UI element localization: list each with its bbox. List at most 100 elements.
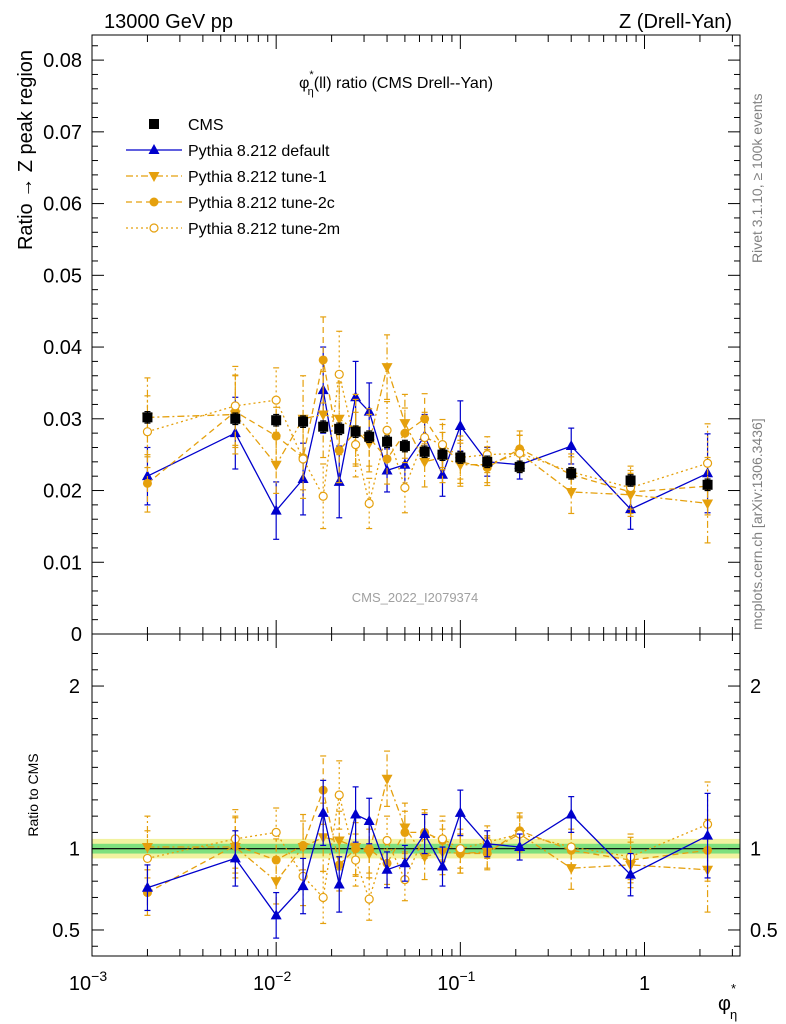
ratio-y-axis-label: Ratio to CMS xyxy=(25,753,41,836)
ratio-pythia-default-point xyxy=(141,881,153,892)
x-tick-label-base: 10 xyxy=(253,973,275,995)
energy-label: 13000 GeV pp xyxy=(104,11,233,33)
cms-point xyxy=(230,413,241,424)
main-panel: 0 0.01 0.02 0.03 0.04 0.05 0.06 0.07 0.08 CMS_20… xyxy=(15,34,741,646)
legend-marker-pythia-tune-2m xyxy=(149,223,159,233)
pythia-tune-2m-point xyxy=(230,401,240,411)
y-tick-label: 0 xyxy=(71,624,82,646)
pythia-tune-2m-point xyxy=(318,491,328,501)
legend-marker-cms xyxy=(149,119,159,129)
pythia-tune-2m-point xyxy=(515,448,525,458)
pythia-default-point xyxy=(399,458,411,469)
process-label: Z (Drell-Yan) xyxy=(619,11,732,33)
pythia-default-point xyxy=(436,468,448,479)
pythia-tune-2c-point xyxy=(142,478,152,488)
y-tick-label: 0.02 xyxy=(43,481,82,503)
cms-point xyxy=(566,468,577,479)
pythia-tune-2m-point xyxy=(400,483,410,493)
legend-entry-pythia-tune-2m: Pythia 8.212 tune-2m xyxy=(126,221,340,238)
pythia-tune-1-point xyxy=(381,363,393,374)
ratio-y-tick-label-left: 0.5 xyxy=(52,920,80,942)
x-tick-label-exponent: −2 xyxy=(275,968,291,984)
cms-point xyxy=(399,441,410,452)
cms-point xyxy=(437,449,448,460)
ratio-pythia-default-point xyxy=(381,863,393,874)
cms-point xyxy=(350,426,361,437)
pythia-tune-1-point xyxy=(317,410,329,421)
pythia-default-point xyxy=(565,440,577,451)
ratio-y-tick-label-right: 0.5 xyxy=(750,920,778,942)
y-tick-label: 0.03 xyxy=(43,409,82,431)
x-tick-label: 1 xyxy=(639,973,650,995)
y-tick-label: 0.08 xyxy=(43,50,82,72)
legend-entry-pythia-tune-1: Pythia 8.212 tune-1 xyxy=(126,169,327,186)
cms-point xyxy=(334,423,345,434)
legend-entry-pythia-tune-2c: Pythia 8.212 tune-2c xyxy=(126,195,335,212)
ratio-pythia-default-point xyxy=(702,829,714,840)
ratio-pythia-tune-1-point xyxy=(381,774,393,785)
legend-label-cms: CMS xyxy=(188,117,224,134)
pythia-tune-2m-point xyxy=(420,432,430,443)
ratio-pythia-default-point xyxy=(454,806,466,817)
y-tick-label: 0.07 xyxy=(43,122,82,144)
x-tick-label-exponent: −1 xyxy=(459,968,475,984)
x-axis-symbol: φ xyxy=(718,993,731,1015)
x-axis-label: φ* η xyxy=(718,981,737,1022)
plot-title-symbol: φ xyxy=(299,75,309,92)
ratio-pythia-default-point xyxy=(317,806,329,817)
pythia-tune-2c-point xyxy=(420,414,430,424)
legend: CMS Pythia 8.212 default Pythia 8.212 tune… xyxy=(126,117,340,238)
ratio-pythia-tune-2m-point xyxy=(351,855,361,865)
rivet-version-label: Rivet 3.1.10, ≥ 100k events xyxy=(749,93,765,263)
pythia-tune-2c-point xyxy=(271,431,281,441)
pythia-tune-2c-point xyxy=(318,355,328,365)
cms-point xyxy=(482,456,493,467)
pythia-tune-2m-point xyxy=(271,395,281,405)
ratio-pythia-default-series xyxy=(141,779,714,939)
pythia-tune-2m-point xyxy=(351,440,361,450)
pythia-default-point xyxy=(141,470,153,481)
ratio-pythia-default-point xyxy=(270,909,282,920)
pythia-default-point xyxy=(350,391,362,402)
cms-point xyxy=(702,479,713,490)
cms-point xyxy=(142,412,153,423)
ratio-pythia-default-point xyxy=(399,857,411,868)
ratio-pythia-default-line xyxy=(147,811,708,917)
pythia-default-point xyxy=(454,419,466,430)
pythia-tune-2m-point xyxy=(298,454,308,464)
plot-title: φ* η(ll) ratio (CMS Drell--Yan) xyxy=(299,69,493,98)
ratio-pythia-tune-1-point xyxy=(565,864,577,875)
cms-point xyxy=(455,452,466,463)
ratio-pythia-tune-1-point xyxy=(141,843,153,854)
legend-marker-pythia-tune-2c xyxy=(149,197,159,207)
pythia-default-line xyxy=(147,389,708,512)
ratio-pythia-default-point xyxy=(333,878,345,889)
legend-marker-pythia-default xyxy=(148,144,160,154)
ratio-pythia-tune-2c-point xyxy=(271,855,281,865)
cms-series xyxy=(142,411,713,492)
ratio-pythia-tune-2c-point xyxy=(351,844,361,854)
pythia-tune-2m-line xyxy=(147,374,708,504)
ratio-pythia-tune-2m-point xyxy=(566,842,576,852)
pythia-default-point xyxy=(270,504,282,515)
legend-label-pythia-tune-2m: Pythia 8.212 tune-2m xyxy=(188,221,340,238)
cms-point xyxy=(419,446,430,457)
ratio-pythia-tune-2m-point xyxy=(318,892,328,903)
pythia-tune-1-point xyxy=(270,460,282,471)
ratio-panel: 0.5 0.51 12 2 10−3 10−2 10−1 1 Ratio to CMS xyxy=(25,633,778,995)
ratio-pythia-default-point xyxy=(436,860,448,871)
x-tick-label: 10−1 xyxy=(437,968,475,995)
ratio-pythia-tune-2m-point xyxy=(334,790,344,800)
cms-point xyxy=(382,436,393,447)
ratio-pythia-default-point xyxy=(363,815,375,826)
ratio-pythia-default-point xyxy=(419,828,431,839)
legend-label-pythia-default: Pythia 8.212 default xyxy=(188,143,330,160)
x-axis-eta: η xyxy=(730,1007,737,1022)
ratio-pythia-tune-2c-line xyxy=(147,787,708,894)
plot-title-rest: (ll) ratio (CMS Drell--Yan) xyxy=(314,75,493,92)
cms-point xyxy=(364,431,375,442)
ratio-y-tick-label-left: 2 xyxy=(69,676,80,698)
x-tick-label-base: 1 xyxy=(639,973,650,995)
ratio-pythia-tune-1-point xyxy=(270,877,282,888)
